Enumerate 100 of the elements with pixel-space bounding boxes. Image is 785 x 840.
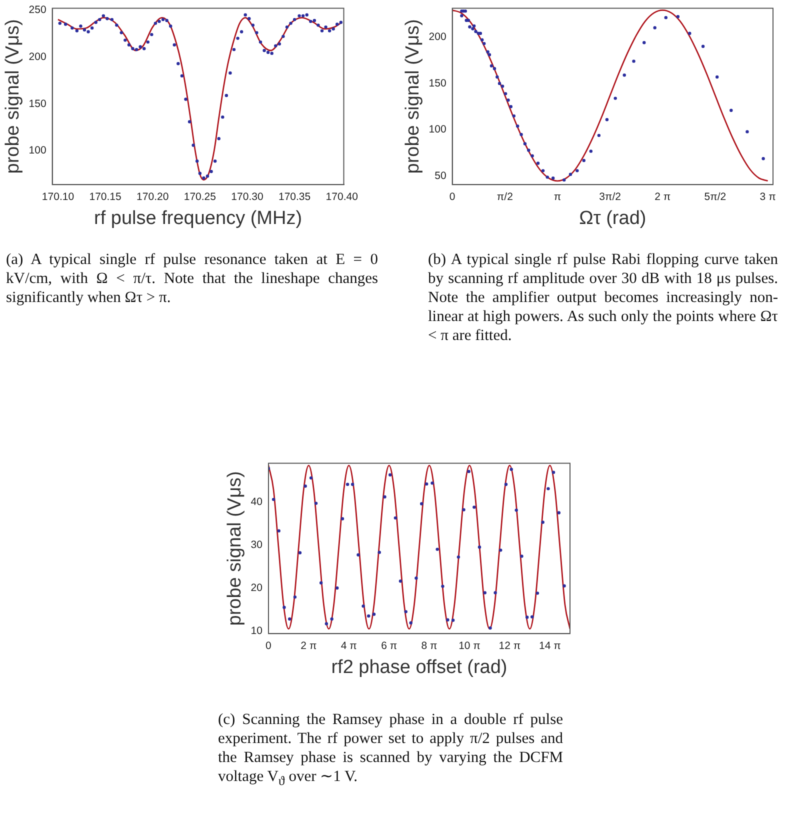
point	[730, 108, 733, 112]
x-tick-label: 170.15	[89, 190, 122, 203]
point	[492, 67, 496, 70]
point	[562, 584, 566, 588]
point	[605, 118, 609, 122]
point	[701, 44, 705, 48]
point	[474, 30, 478, 34]
point	[664, 16, 668, 20]
point	[523, 142, 527, 146]
x-tick-label: 2 π	[654, 190, 671, 203]
point	[482, 42, 486, 46]
point	[500, 84, 504, 88]
point	[414, 576, 418, 580]
point	[622, 74, 626, 77]
point	[552, 470, 556, 474]
point	[488, 53, 492, 56]
point	[388, 473, 392, 477]
y-tick-label: 200	[428, 30, 446, 43]
point	[716, 75, 719, 79]
y-tick-label: 100	[28, 144, 46, 157]
point	[510, 468, 513, 471]
point	[472, 24, 476, 28]
point	[456, 555, 460, 559]
point	[520, 554, 524, 558]
point	[506, 98, 510, 102]
point	[362, 604, 365, 608]
point	[526, 616, 529, 619]
point	[576, 169, 579, 172]
y-tick-label: 150	[28, 98, 46, 110]
x-tick-label: 2 π	[300, 640, 317, 652]
point	[404, 610, 408, 614]
x-tick-label: 3π/2	[599, 190, 622, 203]
point	[530, 154, 534, 158]
point	[467, 470, 470, 474]
point	[496, 75, 499, 79]
point	[356, 553, 360, 556]
point	[340, 517, 344, 520]
point	[541, 520, 544, 524]
y-tick-label: 20	[250, 582, 263, 594]
point	[472, 506, 476, 509]
point	[688, 32, 692, 35]
point	[298, 551, 302, 554]
point	[488, 626, 492, 630]
point	[557, 511, 561, 514]
y-tick-label: 50	[434, 170, 446, 182]
y-axis-title: probe signal (Vμs)	[2, 19, 24, 174]
y-axis-title: probe signal (Vμs)	[402, 19, 424, 174]
x-tick-label: 170.20	[136, 190, 169, 203]
point	[504, 92, 508, 96]
point	[541, 169, 545, 172]
y-tick-label: 100	[428, 124, 446, 136]
point	[551, 176, 555, 180]
x-tick-label: π/2	[496, 190, 514, 203]
x-tick-label: 5π/2	[704, 190, 726, 203]
point	[632, 60, 636, 63]
y-tick-label: 150	[428, 77, 446, 90]
point	[498, 82, 502, 86]
point	[309, 476, 313, 480]
point	[536, 592, 540, 595]
point	[536, 162, 540, 165]
point	[446, 618, 450, 622]
point	[288, 617, 292, 621]
text: (b) A typical single rf pulse Rabi flopping curve taken by scanning rf amplitude over 30 dB with 18 μs pulses. Note the amplifier output becomes increasingly non-linear at high powers. As such only the points where Ωτ < π are fitted.	[428, 250, 778, 345]
point	[597, 134, 601, 138]
point	[378, 550, 381, 554]
point	[330, 617, 334, 621]
point	[436, 548, 439, 551]
point	[562, 178, 566, 182]
point	[546, 176, 549, 179]
line-series	[452, 9, 769, 182]
point	[483, 591, 486, 594]
x-tick-label: π	[554, 190, 562, 203]
x-tick-label: 14 π	[538, 640, 561, 652]
point	[272, 498, 276, 502]
point	[424, 482, 428, 486]
text: (c) Scanning the Ramsey phase in a double rf pulse experiment. The rf power set to apply π/2 pulses and the Ramsey phase is scanned by varying the DCFM voltage V$_{ϑ}$ over ∼1 V.	[218, 710, 563, 790]
point	[499, 548, 502, 552]
y-axis-title: probe signal (Vμs)	[224, 471, 246, 626]
point	[746, 130, 749, 134]
x-axis-title: rf pulse frequency (MHz)	[94, 208, 302, 229]
point	[420, 502, 424, 506]
point	[514, 508, 518, 512]
x-tick-label: 170.30	[231, 190, 264, 203]
point	[509, 105, 512, 108]
point	[762, 157, 765, 160]
point	[441, 584, 444, 588]
point	[676, 15, 680, 18]
point	[460, 14, 464, 18]
point	[471, 27, 474, 30]
point	[478, 546, 482, 549]
x-tick-label: 10 π	[458, 640, 480, 652]
point	[589, 150, 592, 153]
y-tick-label: 40	[250, 496, 263, 508]
point	[494, 591, 497, 594]
point	[398, 580, 402, 583]
x-tick-label: 170.40	[326, 190, 358, 203]
x-tick-label: 0	[449, 190, 456, 203]
x-tick-label: 170.25	[184, 190, 216, 203]
point	[504, 482, 508, 486]
y-tick-label: 10	[250, 624, 263, 637]
